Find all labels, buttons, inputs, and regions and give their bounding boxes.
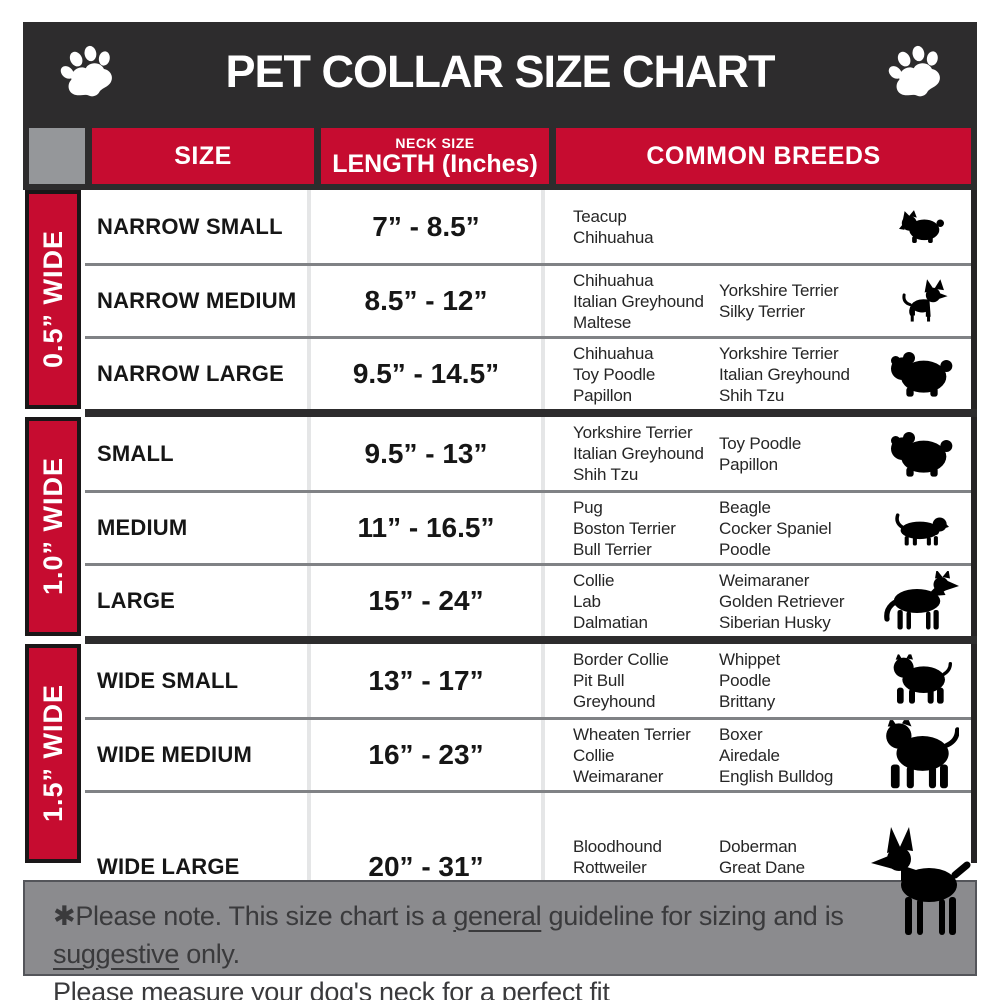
breeds-column-2: Whippet Poodle Brittany	[719, 650, 780, 711]
table-header-row: SIZE NECK SIZE LENGTH (Inches) COMMON BR…	[23, 122, 977, 190]
header-corner-cell	[29, 128, 85, 184]
yorkshire-terrier-icon	[871, 210, 971, 244]
length-cell: 13” - 17”	[311, 644, 545, 717]
underlined-word-general: general	[453, 901, 542, 931]
pit-bull-icon	[871, 720, 971, 790]
breeds-cell: Yorkshire Terrier Italian Greyhound Shih…	[545, 417, 971, 490]
length-cell: 16” - 23”	[311, 720, 545, 790]
breeds-column-2: Yorkshire Terrier Silky Terrier	[719, 281, 839, 321]
width-bar-label: 1.0” WIDE	[37, 457, 68, 596]
breeds-column-2: Toy Poodle Papillon	[719, 433, 802, 474]
breeds-cell: Collie Lab Dalmatian Weimaraner Golden R…	[545, 566, 971, 636]
size-cell: SMALL	[85, 417, 311, 490]
shih-tzu-icon	[871, 350, 971, 398]
breeds-column-1: Yorkshire Terrier Italian Greyhound Shih…	[573, 423, 704, 484]
length-cell: 7” - 8.5”	[311, 190, 545, 263]
breeds-column-1: Wheaten Terrier Collie Weimaraner	[573, 724, 691, 786]
size-cell: LARGE	[85, 566, 311, 636]
footer-line-1: ✱Please note. This size chart is a gener…	[53, 901, 844, 969]
breeds-cell: Chihuahua Toy Poodle Papillon Yorkshire …	[545, 339, 971, 409]
width-bar-label: 1.5” WIDE	[37, 684, 68, 823]
group-separator	[23, 636, 977, 644]
width-bar-label: 0.5” WIDE	[37, 230, 68, 369]
footer-note: ✱Please note. This size chart is a gener…	[23, 880, 977, 1000]
width-group-1-0: 1.0” WIDE SMALL 9.5” - 13” Yorkshire Ter…	[23, 417, 977, 636]
width-group-1-5: 1.5” WIDE WIDE SMALL 13” - 17” Border Co…	[23, 644, 977, 941]
width-group-0-5: 0.5” WIDE NARROW SMALL 7” - 8.5” Teacup …	[23, 190, 977, 409]
german-shepherd-icon	[871, 571, 971, 631]
breeds-column-1: Border Collie Pit Bull Greyhound	[573, 650, 669, 711]
header-neck-length: NECK SIZE LENGTH (Inches)	[321, 128, 549, 184]
breeds-cell: Teacup Chihuahua	[545, 190, 971, 263]
breeds-column-2: Weimaraner Golden Retriever Siberian Hus…	[719, 570, 845, 632]
table-body: 0.5” WIDE NARROW SMALL 7” - 8.5” Teacup …	[23, 190, 977, 941]
breeds-column-1: Chihuahua Toy Poodle Papillon	[573, 343, 656, 405]
breeds-column-1: Pug Boston Terrier Bull Terrier	[573, 497, 676, 559]
table-row: NARROW LARGE 9.5” - 14.5” Chihuahua Toy …	[85, 336, 971, 409]
table-row: WIDE MEDIUM 16” - 23” Wheaten Terrier Co…	[85, 717, 971, 790]
table-row: NARROW SMALL 7” - 8.5” Teacup Chihuahua	[85, 190, 971, 263]
size-cell: NARROW LARGE	[85, 339, 311, 409]
asterisk: ✱	[53, 901, 76, 931]
breeds-column-2: Beagle Cocker Spaniel Poodle	[719, 497, 832, 559]
size-cell: WIDE SMALL	[85, 644, 311, 717]
doberman-icon	[871, 793, 971, 941]
page-title: PET COLLAR SIZE CHART	[225, 46, 776, 97]
size-cell: NARROW SMALL	[85, 190, 311, 263]
length-cell: 9.5” - 13”	[311, 417, 545, 490]
header-neck-size-label: NECK SIZE	[395, 134, 475, 151]
header-length-label: LENGTH (Inches)	[332, 149, 538, 178]
size-cell: NARROW MEDIUM	[85, 266, 311, 336]
breeds-column-1: Teacup Chihuahua	[573, 206, 654, 247]
bulldog-icon	[871, 654, 971, 708]
breeds-cell: Border Collie Pit Bull Greyhound Whippet…	[545, 644, 971, 717]
table-row: NARROW MEDIUM 8.5” - 12” Chihuahua Itali…	[85, 263, 971, 336]
header-size: SIZE	[92, 128, 314, 184]
header-common-breeds: COMMON BREEDS	[556, 128, 971, 184]
size-cell: WIDE MEDIUM	[85, 720, 311, 790]
title-bar: PET COLLAR SIZE CHART	[23, 22, 977, 122]
length-cell: 11” - 16.5”	[311, 493, 545, 563]
table-row: SMALL 9.5” - 13” Yorkshire Terrier Itali…	[85, 417, 971, 490]
group-separator	[23, 409, 977, 417]
length-cell: 20” - 31”	[311, 793, 545, 941]
table-row: WIDE SMALL 13” - 17” Border Collie Pit B…	[85, 644, 971, 717]
width-bar-0-5: 0.5” WIDE	[25, 190, 81, 409]
length-cell: 9.5” - 14.5”	[311, 339, 545, 409]
breeds-cell: Wheaten Terrier Collie Weimaraner Boxer …	[545, 720, 971, 790]
size-cell: WIDE LARGE	[85, 793, 311, 941]
breeds-cell: Pug Boston Terrier Bull Terrier Beagle C…	[545, 493, 971, 563]
breeds-column-1: Collie Lab Dalmatian	[573, 570, 648, 632]
breeds-cell: Chihuahua Italian Greyhound Maltese York…	[545, 266, 971, 336]
breeds-column-2: Yorkshire Terrier Italian Greyhound Shih…	[719, 343, 850, 405]
width-bar-1-0: 1.0” WIDE	[25, 417, 81, 636]
table-row: MEDIUM 11” - 16.5” Pug Boston Terrier Bu…	[85, 490, 971, 563]
chihuahua-icon	[871, 279, 971, 323]
length-cell: 8.5” - 12”	[311, 266, 545, 336]
pekingese-icon	[871, 430, 971, 478]
beagle-icon	[871, 507, 971, 549]
size-cell: MEDIUM	[85, 493, 311, 563]
breeds-column-2: Boxer Airedale English Bulldog	[719, 724, 834, 786]
table-row: LARGE 15” - 24” Collie Lab Dalmatian Wei…	[85, 563, 971, 636]
underlined-word-suggestive: suggestive	[53, 939, 180, 969]
length-cell: 15” - 24”	[311, 566, 545, 636]
table-row: WIDE LARGE 20” - 31” Bloodhound Rottweil…	[85, 790, 971, 941]
footer-line-2: Please measure your dog's neck for a per…	[53, 977, 610, 1000]
breeds-column-1: Chihuahua Italian Greyhound Maltese	[573, 270, 704, 332]
width-bar-1-5: 1.5” WIDE	[25, 644, 81, 863]
